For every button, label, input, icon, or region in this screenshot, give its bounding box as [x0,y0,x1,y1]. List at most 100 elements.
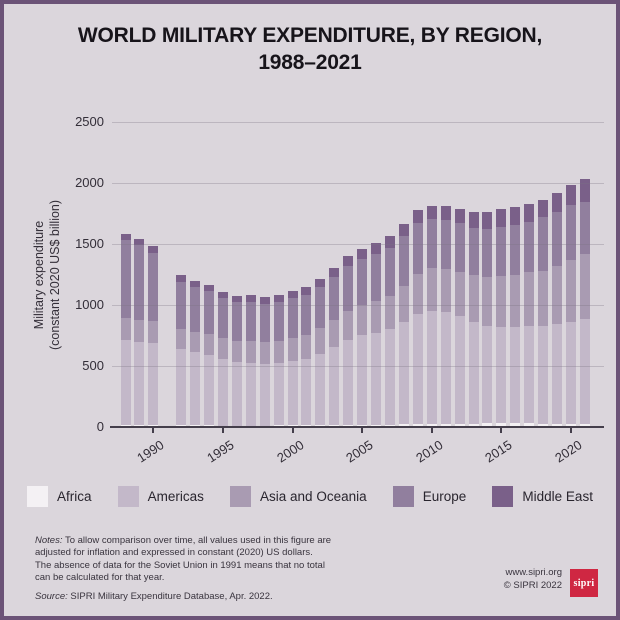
bar-1996 [231,295,242,427]
bar-segment-1994-americas [204,354,215,426]
legend-label-middle-east: Middle East [522,489,593,504]
y-axis-title-line2: (constant 2020 US$ billion) [48,199,62,351]
bar-segment-2017-middle-east [524,204,535,222]
bar-2005 [357,248,368,427]
y-tick-label-1500: 1500 [75,236,104,251]
bar-segment-1988-americas [120,339,131,426]
bar-segment-1997-americas [245,362,256,426]
bar-segment-2015-europe [496,226,507,277]
bar-2021 [579,179,590,427]
bar-segment-2017-africa [524,423,535,427]
bar-segment-2021-americas [579,319,590,424]
x-tick-mark-2015 [500,427,503,433]
bar-segment-2020-asia-and-oceania [565,260,576,322]
y-tick-label-2500: 2500 [75,114,104,129]
x-tick-mark-2010 [430,427,433,433]
bar-segment-2000-asia-and-oceania [287,337,298,362]
americas-swatch [117,486,139,507]
bar-segment-2018-europe [538,217,549,271]
bar-segment-2004-asia-and-oceania [343,311,354,340]
bar-segment-1992-americas [176,349,187,426]
bar-segment-1989-europe [134,244,145,320]
bar-segment-2002-americas [315,354,326,426]
bar-segment-2011-europe [440,220,451,269]
y-tick-label-0: 0 [96,419,104,434]
bar-2019 [552,193,563,427]
bar-segment-2018-middle-east [538,200,549,218]
y-tick-label-2000: 2000 [75,175,104,190]
bar-segment-2013-middle-east [468,212,479,228]
bar-2016 [510,207,521,427]
bar-segment-2005-asia-and-oceania [357,305,368,336]
bar-segment-2005-americas [357,335,368,425]
gridline-500 [112,366,604,367]
legend-item-europe: Europe [392,486,466,507]
bar-segment-2010-middle-east [426,205,437,220]
bar-segment-2017-europe [524,221,535,273]
chart-title: WORLD MILITARY EXPENDITURE, BY REGION, 1… [0,22,620,76]
bar-2006 [371,243,382,427]
bar-segment-2001-europe [301,294,312,335]
bar-segment-2009-americas [412,313,423,425]
bar-1998 [259,297,270,427]
bar-segment-2021-europe [579,201,590,255]
bar-2014 [482,211,493,427]
bar-segment-1997-middle-east [245,295,256,302]
notes-line-3: The absence of data for the Soviet Union… [35,559,325,571]
legend-item-asia-oceania: Asia and Oceania [230,486,367,507]
bar-segment-2012-europe [454,223,465,272]
y-axis-title-line1: Military expenditure [32,220,46,330]
footnotes: Notes: To allow comparison over time, al… [35,535,425,603]
bar-segment-2020-africa [565,423,576,427]
y-tick-label-1000: 1000 [75,297,104,312]
bar-segment-1989-asia-and-oceania [134,319,145,342]
sipri-logo: sipri [570,569,598,597]
bar-segment-2004-europe [343,265,354,312]
bar-segment-1992-europe [176,281,187,329]
bar-segment-2002-europe [315,286,326,329]
bar-segment-1990-americas [148,342,159,426]
bar-segment-2013-europe [468,227,479,276]
bar-segment-2004-middle-east [343,256,354,266]
x-tick-mark-2000 [291,427,294,433]
europe-swatch [392,486,414,507]
bar-segment-2007-americas [384,329,395,425]
bar-segment-2014-africa [482,423,493,427]
bar-2015 [496,209,507,427]
bar-segment-2014-americas [482,325,493,424]
bar-2017 [524,204,535,427]
legend-item-africa: Africa [27,486,92,507]
bar-segment-2008-europe [398,236,409,287]
bar-segment-2002-middle-east [315,278,326,287]
bar-segment-2009-asia-and-oceania [412,274,423,314]
bar-segment-2011-americas [440,312,451,424]
bar-1994 [204,284,215,427]
y-axis-title: Military expenditure (constant 2020 US$ … [31,174,65,376]
bar-segment-2016-middle-east [510,207,521,225]
legend-label-americas: Americas [147,489,204,504]
bar-segment-1993-europe [190,287,201,332]
bar-segment-2017-americas [524,326,535,424]
bar-segment-2020-americas [565,321,576,424]
legend-label-asia-oceania: Asia and Oceania [260,489,367,504]
bar-segment-2015-asia-and-oceania [496,276,507,327]
bar-1999 [273,295,284,427]
bar-segment-2012-middle-east [454,208,465,224]
bar-segment-2019-africa [552,423,563,427]
x-axis-line [110,426,604,428]
bar-segment-2018-asia-and-oceania [538,270,549,326]
bar-segment-2012-africa [454,423,465,427]
bar-2011 [440,206,451,427]
notes-prefix: Notes: [35,535,63,546]
bar-segment-2016-africa [510,423,521,427]
bar-2020 [565,184,576,427]
bar-segment-2008-middle-east [398,223,409,237]
bar-1993 [190,280,201,427]
bar-segment-2012-americas [454,316,465,424]
bar-segment-2013-americas [468,321,479,424]
bar-segment-1988-middle-east [120,234,131,240]
notes-line-2: adjusted for inflation and expressed in … [35,547,313,559]
bar-segment-1992-asia-and-oceania [176,328,187,350]
bar-segment-2016-americas [510,327,521,424]
bar-segment-2011-asia-and-oceania [440,268,451,313]
